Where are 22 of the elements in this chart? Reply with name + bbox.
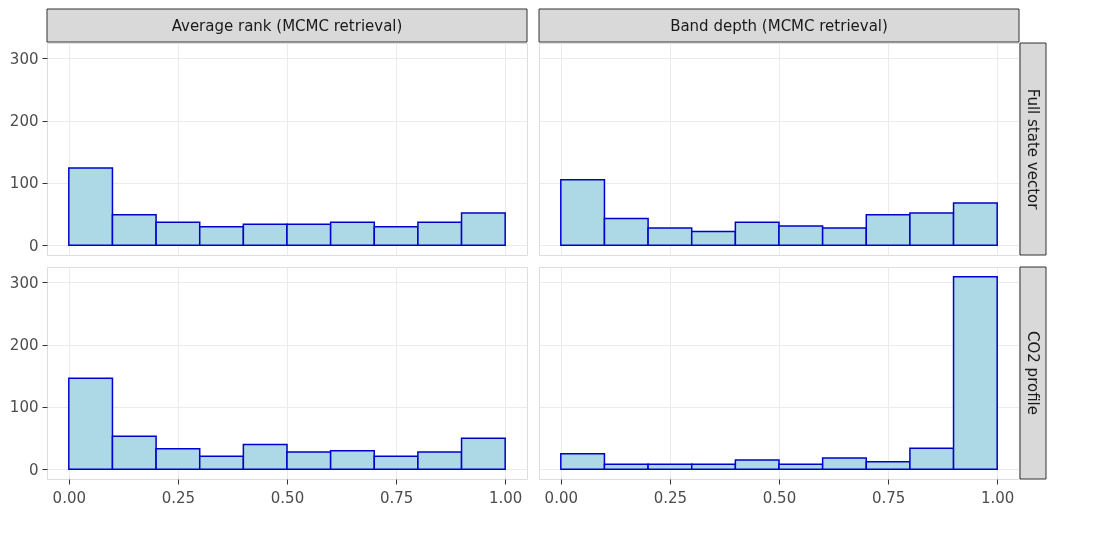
text: Full state vector xyxy=(1024,88,1042,211)
x-tick-label: 0.50 xyxy=(762,488,797,507)
y-tick-label: 100 xyxy=(9,398,39,417)
y-tick-label: 100 xyxy=(9,174,39,193)
y-tick-label: 200 xyxy=(9,336,39,355)
x-tick-label: 0.00 xyxy=(544,488,579,507)
text: CO2 profile xyxy=(1024,331,1042,415)
y-tick-label: 0 xyxy=(28,460,39,479)
x-tick-label: 0.50 xyxy=(270,488,305,507)
chart-title: Average rank (MCMC retrieval) xyxy=(171,17,403,35)
x-tick-label: 1.00 xyxy=(980,488,1015,507)
y-tick-label: 200 xyxy=(9,112,39,131)
y-tick-label: 0 xyxy=(28,236,39,255)
x-tick-label: 0.75 xyxy=(871,488,906,507)
x-tick-label: 0.75 xyxy=(379,488,414,507)
x-tick-label: 0.25 xyxy=(161,488,196,507)
x-tick-label: 1.00 xyxy=(488,488,523,507)
y-tick-label: 300 xyxy=(9,49,39,68)
x-tick-label: 0.00 xyxy=(52,488,87,507)
chart-title: Band depth (MCMC retrieval) xyxy=(670,17,888,35)
y-tick-label: 300 xyxy=(9,273,39,292)
x-tick-label: 0.25 xyxy=(653,488,688,507)
